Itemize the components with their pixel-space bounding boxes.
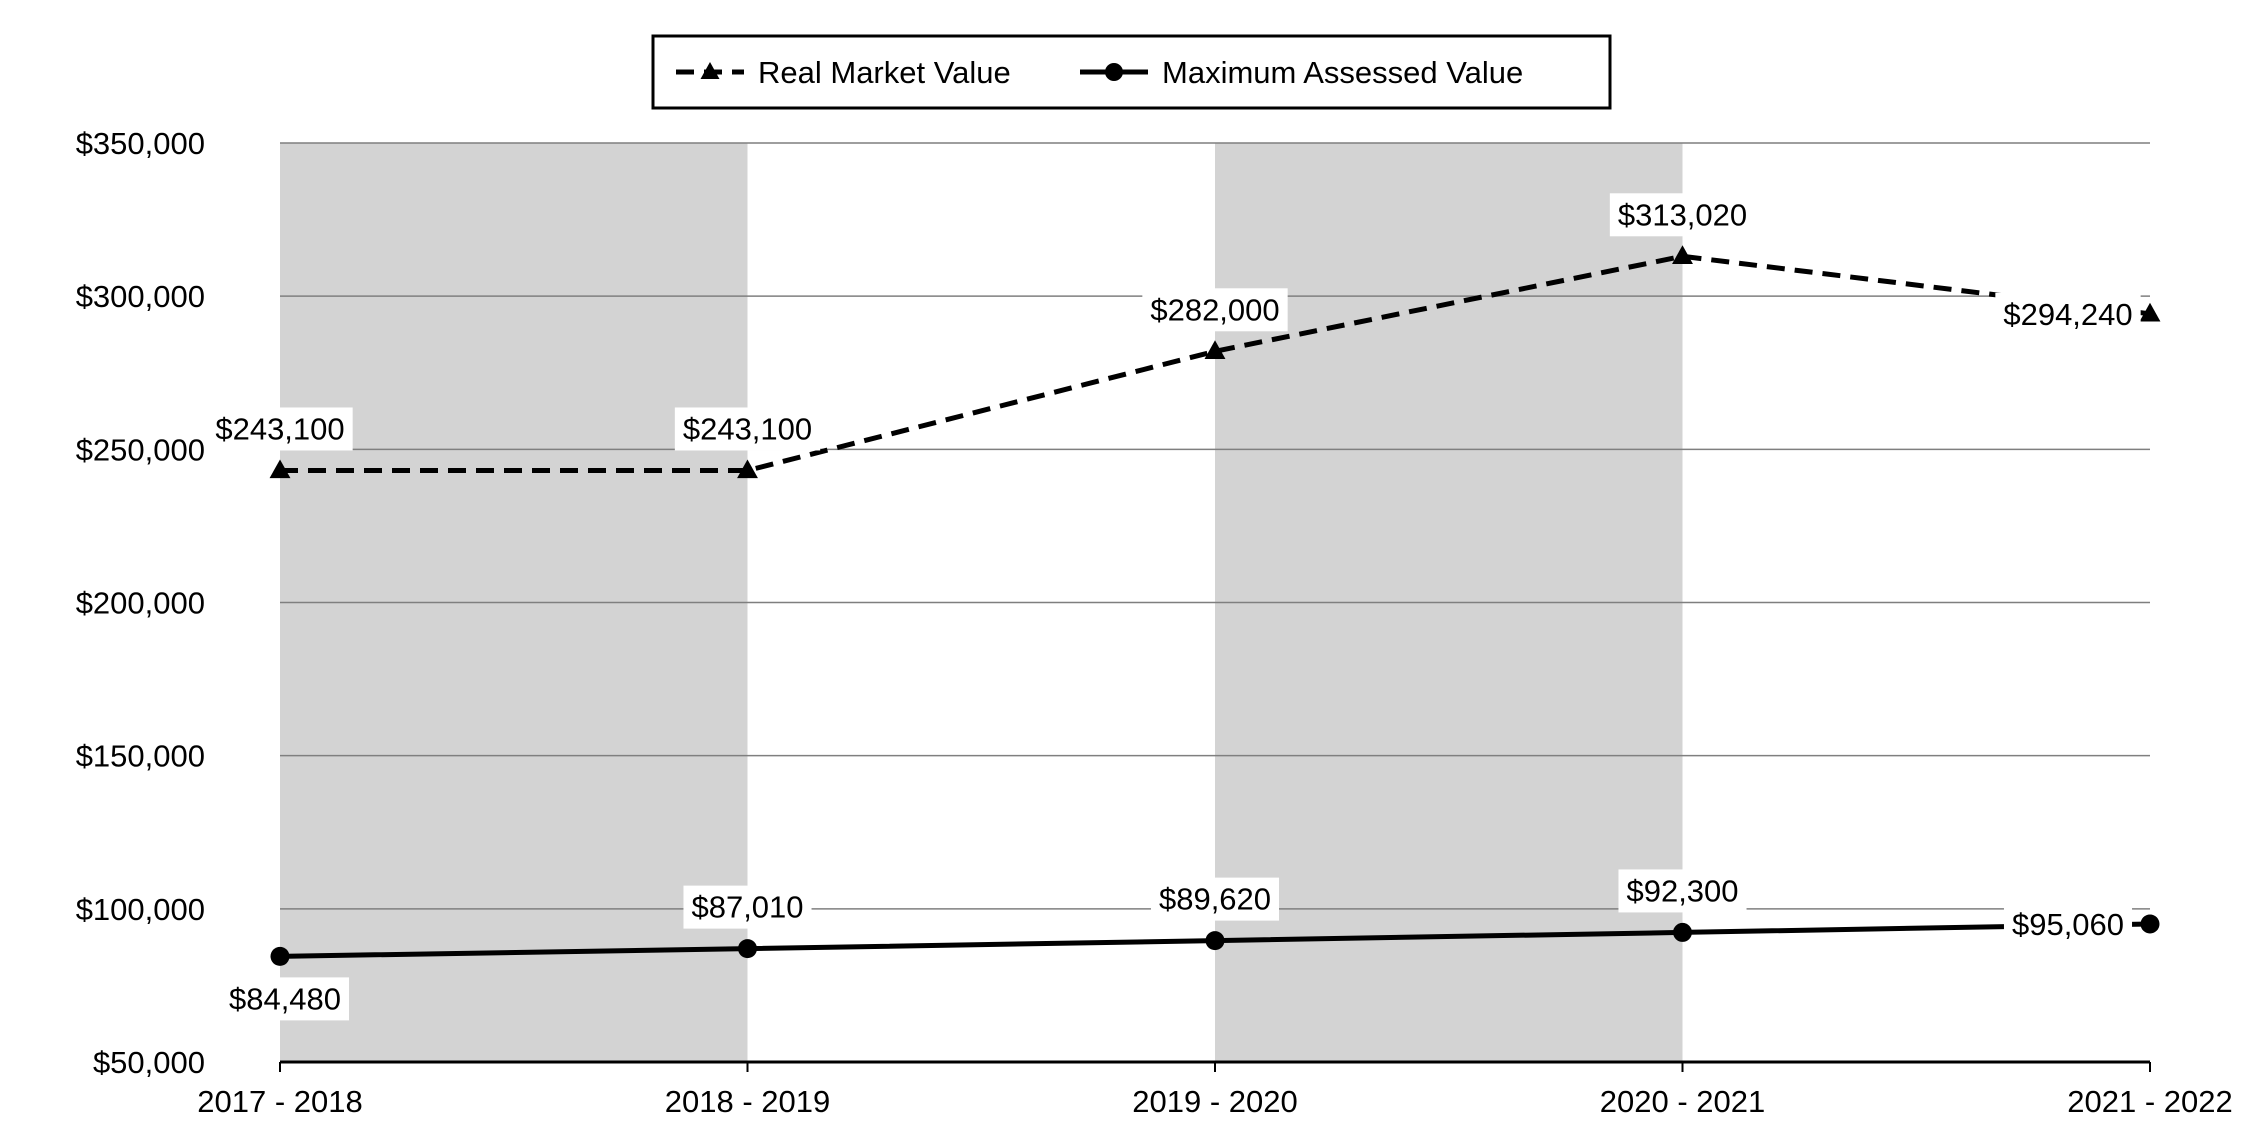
data-label: $282,000 — [1150, 292, 1279, 327]
data-label-background — [674, 407, 821, 451]
data-point — [1672, 245, 1693, 264]
y-tick-label: $300,000 — [76, 279, 205, 314]
data-label-background — [207, 407, 353, 451]
y-tick-label: $200,000 — [76, 586, 205, 621]
y-tick-label: $350,000 — [76, 126, 205, 161]
data-label: $89,620 — [1159, 882, 1271, 917]
legend-swatch-marker — [700, 62, 720, 79]
x-axis-tick-labels: 2017 - 2018 2018 - 2019 2019 - 2020 2020 - … — [197, 1084, 2232, 1119]
series-markers — [269, 245, 2161, 966]
data-point — [2139, 302, 2161, 322]
legend-swatch-marker — [1105, 63, 1123, 81]
legend: Real Market Value Maximum Assessed Value — [651, 34, 1612, 110]
data-label-background — [1150, 877, 1280, 921]
data-label-background — [2003, 902, 2133, 946]
data-point — [1204, 340, 1226, 360]
data-point — [2140, 914, 2160, 934]
data-label: $87,010 — [691, 890, 803, 925]
x-tick-label: 2017 - 2018 — [197, 1084, 362, 1119]
data-point — [738, 939, 757, 959]
data-label-background — [1995, 292, 2141, 336]
data-label: $84,480 — [229, 981, 341, 1016]
data-label: $294,240 — [2003, 297, 2132, 332]
x-tick-label: 2018 - 2019 — [665, 1084, 830, 1119]
data-label: $95,060 — [2012, 907, 2124, 942]
data-label: $92,300 — [1626, 873, 1738, 908]
data-label-background — [1142, 288, 1288, 332]
axes — [279, 1060, 2151, 1072]
data-label-background — [683, 885, 812, 929]
y-tick-label: $100,000 — [76, 892, 205, 927]
y-axis-tick-labels: $50,000 $100,000 $150,000 $200,000 $250,000 $… — [76, 126, 205, 1080]
data-point — [1205, 931, 1225, 951]
legend-label: Real Market Value — [758, 55, 1011, 90]
data-label: $243,100 — [215, 411, 344, 446]
data-point — [737, 459, 758, 479]
data-point — [1673, 922, 1692, 942]
y-tick-label: $50,000 — [93, 1045, 205, 1080]
data-labels: $243,100 $243,100 $282,000 $313,020 $294,240… — [207, 193, 2141, 1021]
data-point — [269, 459, 291, 479]
data-label: $243,100 — [683, 411, 812, 446]
data-label-background — [1618, 869, 1747, 913]
data-label: $313,020 — [1618, 197, 1747, 232]
data-point — [270, 946, 290, 966]
y-tick-label: $150,000 — [76, 739, 205, 774]
x-tick-label: 2020 - 2021 — [1600, 1084, 1765, 1119]
x-tick-label: 2021 - 2022 — [2067, 1084, 2232, 1119]
x-tick-label: 2019 - 2020 — [1132, 1084, 1297, 1119]
data-label-background — [1609, 193, 1756, 237]
legend-label: Maximum Assessed Value — [1162, 55, 1523, 90]
data-label-background — [220, 977, 350, 1021]
y-tick-label: $250,000 — [76, 432, 205, 467]
series-line-0 — [280, 253, 2151, 473]
